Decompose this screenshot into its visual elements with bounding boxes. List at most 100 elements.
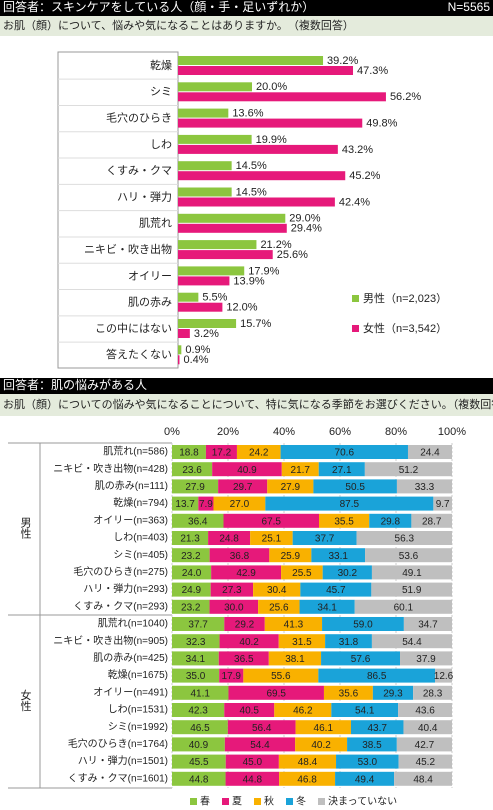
value-label: 29.8	[381, 516, 401, 527]
value-label: 42.7	[415, 740, 435, 751]
value-label: 27.9	[281, 482, 301, 493]
category-label: 肌荒れ(n=1040)	[98, 618, 168, 630]
bar-segment	[403, 617, 452, 631]
question-band	[0, 394, 493, 416]
category-label: 肌の赤み(n=111)	[95, 480, 168, 492]
category-label: しわ(n=1531)	[108, 704, 168, 716]
value-label: 51.9	[402, 585, 422, 596]
bar-segment	[198, 496, 214, 511]
value-label: 40.5	[240, 706, 260, 717]
value-label: 25.5	[292, 568, 312, 579]
value-label: 42.3	[188, 706, 208, 717]
category-label: 肌荒れ(n=586)	[103, 446, 168, 458]
bar-segment	[318, 462, 365, 477]
value-label: 24.8	[219, 534, 239, 545]
value-label: 36.8	[230, 551, 250, 562]
value-label: 25.6	[269, 602, 289, 613]
bar-segment	[335, 771, 395, 786]
category-label: ハリ・弾力	[117, 190, 172, 203]
value-label: 43.2%	[342, 144, 373, 156]
x-tick-label: 100%	[438, 426, 466, 438]
bar-segment	[172, 771, 226, 786]
legend-swatch	[352, 325, 359, 332]
bar-segment	[172, 565, 212, 580]
value-label: 45.0	[243, 757, 263, 768]
x-tick-label: 0%	[164, 426, 180, 438]
value-label: 23.2	[181, 551, 201, 562]
category-label: 乾燥(n=794)	[113, 496, 168, 509]
value-label: 48.4	[298, 757, 318, 768]
value-label: 17.9%	[248, 265, 279, 277]
bar-segment	[218, 479, 268, 494]
value-label: 45.7	[326, 585, 346, 596]
value-label: 14.5%	[236, 160, 267, 172]
bar-segment	[236, 445, 281, 459]
value-label: 39.2%	[327, 55, 358, 67]
header: 回答者：肌の悩みがある人	[3, 377, 147, 392]
bar-segment	[172, 617, 225, 631]
value-label: 56.2%	[390, 91, 421, 103]
value-label: 13.6%	[232, 108, 263, 120]
category-label: 乾燥	[150, 59, 172, 72]
bar-segment	[319, 513, 370, 528]
value-label: 55.6	[271, 671, 291, 682]
value-label: 42.4%	[339, 196, 370, 208]
bar-segment	[336, 754, 399, 769]
value-label: 9.7	[436, 499, 450, 510]
category-label: しわ(n=403)	[113, 532, 168, 544]
bar-segment	[211, 565, 282, 580]
bar-segment	[403, 720, 452, 735]
bar-segment	[267, 479, 314, 494]
category-label: シミ(n=1992)	[108, 722, 168, 733]
legend-swatch	[286, 798, 293, 805]
bar	[178, 187, 232, 197]
category-label: ハリ・弾力(n=293)	[83, 582, 168, 595]
bar-segment	[300, 582, 372, 597]
value-label: 30.2	[338, 568, 358, 579]
bar-segment	[356, 531, 452, 545]
value-label: 27.3	[222, 585, 242, 596]
value-label: 5.5%	[202, 292, 227, 304]
bar-segment	[219, 668, 244, 683]
bar-segment	[371, 565, 452, 580]
category-label: 肌の赤み	[128, 296, 172, 309]
bar-segment	[299, 599, 355, 614]
value-label: 27.9	[185, 482, 205, 493]
value-label: 25.6%	[277, 249, 308, 261]
bar-segment	[172, 651, 219, 666]
value-label: 28.3	[423, 688, 443, 699]
category-label: 毛穴のひらき	[106, 111, 172, 125]
category-label: 乾燥(n=1675)	[108, 668, 168, 681]
value-label: 25.1	[262, 534, 282, 545]
value-label: 60.1	[394, 602, 414, 613]
category-label: 答えたくない	[106, 347, 172, 361]
value-label: 67.5	[262, 516, 282, 527]
value-label: 46.1	[314, 723, 334, 734]
bar-segment	[253, 582, 301, 597]
x-tick-label: 40%	[273, 426, 295, 438]
bar-segment	[258, 599, 300, 614]
category-label: ニキビ・吹き出物(n=905)	[53, 634, 168, 647]
bar-segment	[350, 720, 404, 735]
value-label: 32.3	[186, 637, 206, 648]
value-label: 21.2%	[260, 239, 291, 251]
value-label: 38.1	[285, 654, 305, 665]
question-band	[0, 16, 493, 36]
value-label: 69.5	[266, 688, 286, 699]
bar-segment	[274, 703, 332, 717]
value-label: 46.5	[190, 723, 210, 734]
bar-segment	[172, 599, 210, 614]
value-label: 27.0	[230, 499, 250, 510]
value-label: 41.3	[284, 620, 304, 631]
category-label: オイリー(n=491)	[93, 686, 168, 698]
value-label: 20.0%	[256, 81, 287, 93]
bar-segment	[292, 531, 357, 545]
category-label: シミ	[150, 86, 172, 98]
bar	[178, 250, 273, 260]
value-label: 3.2%	[194, 328, 219, 340]
value-label: 29.2	[235, 620, 255, 631]
value-label: 56.4	[252, 723, 272, 734]
bar-segment	[354, 599, 452, 614]
bar-segment	[280, 445, 408, 459]
